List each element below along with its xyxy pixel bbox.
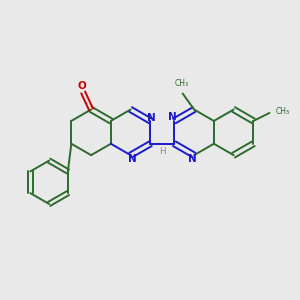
Text: N: N: [148, 113, 156, 123]
Text: CH₃: CH₃: [275, 107, 290, 116]
Text: O: O: [77, 81, 86, 91]
Text: N: N: [128, 154, 136, 164]
Text: CH₃: CH₃: [175, 79, 189, 88]
Text: N: N: [188, 154, 197, 164]
Text: H: H: [159, 147, 166, 156]
Text: N: N: [168, 112, 176, 122]
